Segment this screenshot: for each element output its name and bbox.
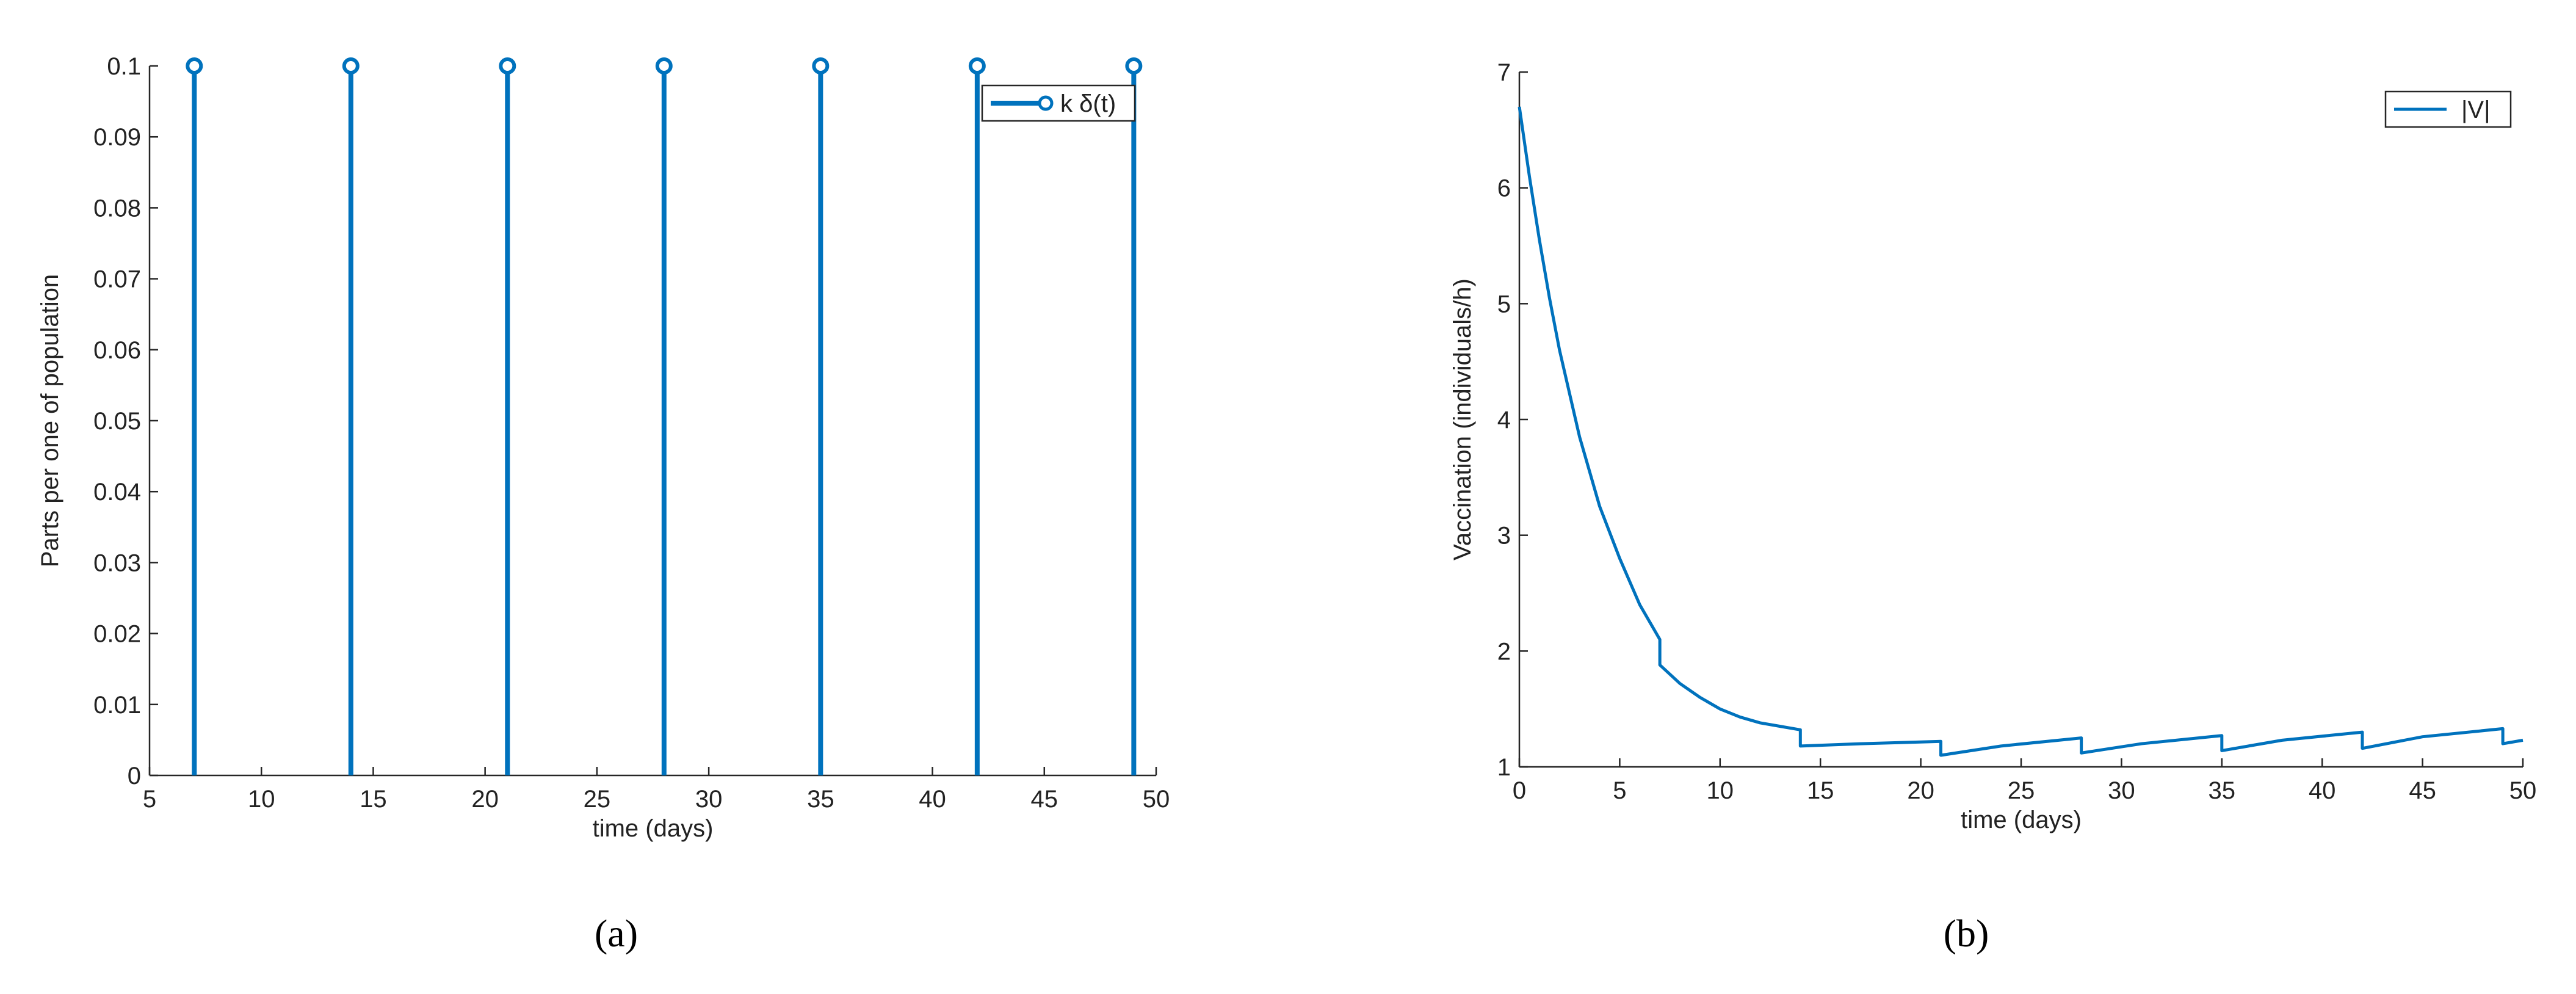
- x-tick-label: 30: [695, 786, 723, 813]
- y-tick-label: 0.04: [93, 479, 141, 506]
- x-tick-label: 40: [919, 786, 946, 813]
- line: [1518, 106, 2524, 757]
- caption: (b): [1944, 912, 1989, 955]
- y-tick-label: 0.03: [93, 550, 141, 576]
- y-tick-label: 5: [1497, 291, 1511, 317]
- x-tick-label: 45: [2409, 777, 2436, 804]
- y-tick-label: 0.1: [107, 53, 141, 80]
- y-tick-label: 2: [1497, 638, 1511, 665]
- x-tick-label: 20: [1907, 777, 1934, 804]
- x-tick-label: 50: [1143, 786, 1170, 813]
- x-tick-label: 10: [1707, 777, 1734, 804]
- y-tick-label: 0.07: [93, 266, 141, 293]
- stem-marker: [342, 57, 360, 74]
- y-tick-label: 3: [1497, 523, 1511, 550]
- x-tick-label: 45: [1031, 786, 1058, 813]
- x-tick-label: 25: [584, 786, 611, 813]
- y-tick-label: 7: [1497, 59, 1511, 86]
- legend-label: |V|: [2461, 96, 2490, 123]
- y-tick-label: 1: [1497, 754, 1511, 781]
- stem-marker: [499, 57, 516, 74]
- y-tick-label: 0.09: [93, 124, 141, 151]
- legend-label: k δ(t): [1060, 90, 1116, 117]
- y-tick-label: 0.05: [93, 408, 141, 435]
- legend-box: [2384, 90, 2512, 128]
- x-tick-label: 40: [2309, 777, 2336, 804]
- y-tick-label: 0.08: [93, 195, 141, 222]
- x-tick-label: 35: [2209, 777, 2236, 804]
- x-tick-label: 25: [2008, 777, 2035, 804]
- y-tick-label: 0: [128, 763, 141, 789]
- x-tick-label: 10: [248, 786, 275, 813]
- stem-marker: [812, 57, 830, 74]
- legend-marker: [1038, 95, 1054, 111]
- y-axis-label: Vaccination (individuals/h): [1449, 278, 1476, 560]
- x-tick-label: 50: [2509, 777, 2537, 804]
- x-tick-label: 5: [1613, 777, 1626, 804]
- y-tick-label: 4: [1497, 407, 1511, 434]
- x-tick-label: 30: [2108, 777, 2135, 804]
- x-tick-label: 0: [1513, 777, 1526, 804]
- stem-marker: [655, 57, 673, 74]
- x-tick-label: 20: [471, 786, 499, 813]
- caption: (a): [595, 912, 638, 955]
- y-tick-label: 6: [1497, 175, 1511, 202]
- x-axis-label: time (days): [1961, 807, 2082, 833]
- y-tick-label: 0.01: [93, 692, 141, 719]
- x-tick-label: 35: [807, 786, 834, 813]
- stem-marker: [1125, 57, 1143, 74]
- y-tick-label: 0.02: [93, 621, 141, 648]
- x-tick-label: 15: [360, 786, 387, 813]
- x-tick-label: 15: [1807, 777, 1834, 804]
- x-axis-label: time (days): [593, 815, 714, 842]
- y-axis-label: Parts per one of population: [37, 274, 63, 567]
- stem-marker: [186, 57, 203, 74]
- x-tick-label: 5: [143, 786, 156, 813]
- y-tick-label: 0.06: [93, 337, 141, 364]
- stem-marker: [968, 57, 986, 74]
